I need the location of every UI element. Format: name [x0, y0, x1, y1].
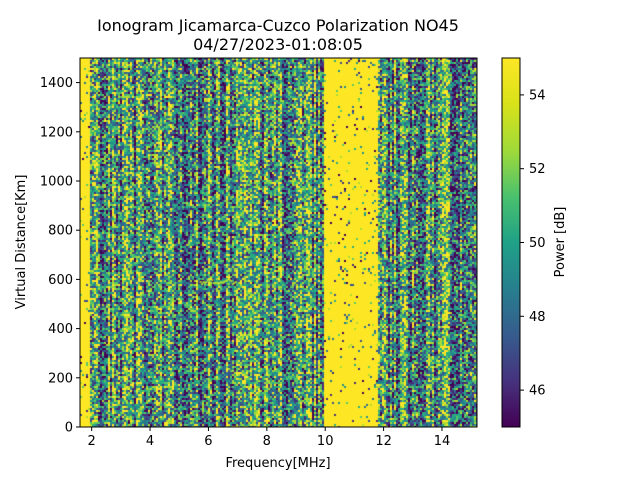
heatmap-area [80, 58, 477, 427]
y-axis-label: Virtual Distance[Km] [14, 175, 29, 310]
y-tick-label: 1400 [40, 76, 73, 91]
colorbar-tick-label: 50 [529, 236, 546, 251]
chart-title: Ionogram Jicamarca-Cuzco Polarization NO… [97, 16, 459, 35]
x-tick-label: 14 [434, 434, 451, 449]
x-axis-label: Frequency[MHz] [225, 456, 330, 471]
y-tick-label: 0 [65, 421, 73, 436]
colorbar-ticks: 46 48 50 52 54 [520, 88, 546, 399]
colorbar [502, 58, 520, 427]
x-tick-label: 2 [88, 434, 96, 449]
plot-frame [79, 57, 478, 428]
x-axis-ticks: 2 4 6 8 10 12 14 [88, 427, 451, 449]
y-tick-label: 800 [48, 224, 73, 239]
x-tick-label: 10 [317, 434, 334, 449]
x-tick-label: 12 [375, 434, 392, 449]
colorbar-tick-label: 52 [529, 162, 546, 177]
colorbar-tick-label: 54 [529, 88, 546, 103]
chart-subtitle: 04/27/2023-01:08:05 [193, 35, 363, 54]
colorbar-tick-label: 48 [529, 310, 546, 325]
y-tick-label: 600 [48, 273, 73, 288]
x-tick-label: 8 [263, 434, 271, 449]
y-axis-ticks: 0 200 400 600 800 1000 1200 1400 [40, 76, 80, 436]
x-tick-label: 4 [146, 434, 154, 449]
x-tick-label: 6 [204, 434, 212, 449]
heatmap-image [80, 58, 477, 427]
colorbar-label: Power [dB] [553, 207, 568, 278]
y-tick-label: 1000 [40, 175, 73, 190]
colorbar-tick-label: 46 [529, 384, 546, 399]
y-tick-label: 200 [48, 371, 73, 386]
y-tick-label: 400 [48, 322, 73, 337]
y-tick-label: 1200 [40, 125, 73, 140]
